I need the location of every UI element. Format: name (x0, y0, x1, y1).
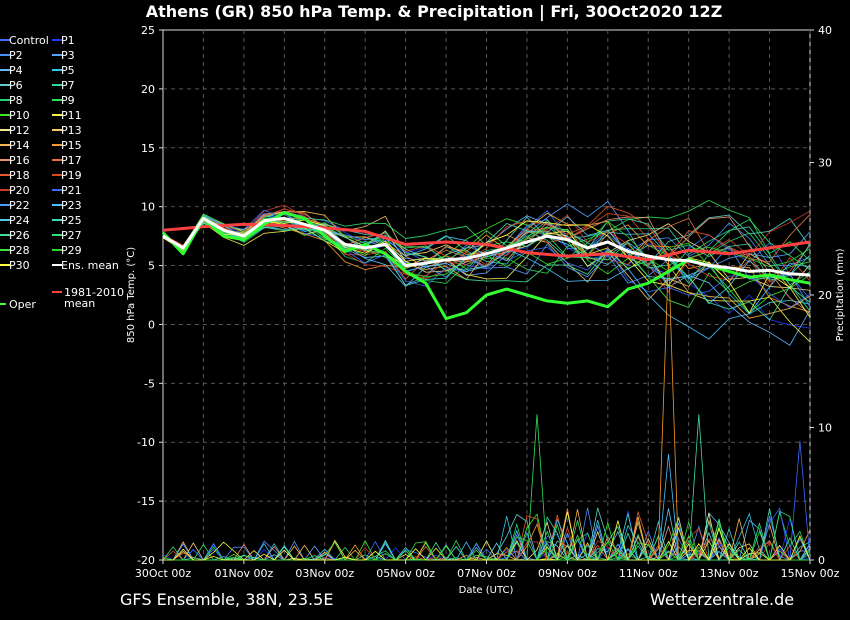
legend-label: Control (9, 34, 49, 47)
member-line (162, 209, 811, 309)
main-series (161, 211, 811, 321)
legend-label: P23 (61, 199, 82, 212)
legend-label: Oper (9, 298, 36, 311)
legend-label: mean (64, 297, 95, 310)
legend-label: P11 (61, 109, 82, 122)
member-line (162, 199, 811, 284)
legend-label: P20 (9, 184, 30, 197)
legend-label: P7 (61, 79, 75, 92)
y-tick-label: -10 (137, 436, 155, 449)
y2-axis-label: Precipitation (mm) (835, 248, 846, 341)
legend-label: P9 (61, 94, 75, 107)
legend-label: P8 (9, 94, 23, 107)
climatology-line (162, 222, 811, 262)
legend-label: P18 (9, 169, 30, 182)
legend-label: P3 (61, 49, 75, 62)
legend-label: P4 (9, 64, 23, 77)
x-tick-label: 01Nov 00z (215, 567, 274, 580)
legend-label: P5 (61, 64, 75, 77)
x-tick-label: 09Nov 00z (538, 567, 597, 580)
legend-label: P26 (9, 229, 30, 242)
y-tick-label: 15 (141, 142, 155, 155)
footer-site: Wetterzentrale.de (650, 590, 794, 609)
precip-line (163, 511, 811, 561)
y-tick-label: 10 (141, 201, 155, 214)
legend-label: P16 (9, 154, 30, 167)
chart-title: Athens (GR) 850 hPa Temp. & Precipitatio… (146, 2, 723, 22)
legend-label: P15 (61, 139, 82, 152)
y-tick-label: 25 (141, 24, 155, 37)
legend-label: P13 (61, 124, 82, 137)
y2-tick-label: 40 (818, 24, 832, 37)
x-tick-label: 13Nov 00z (700, 567, 759, 580)
y-tick-label: -5 (144, 377, 155, 390)
precipitation-lines (162, 255, 811, 562)
x-axis-label: Date (UTC) (459, 585, 514, 596)
x-tick-label: 30Oct 00z (135, 567, 192, 580)
y2-tick-label: 10 (818, 422, 832, 435)
member-line (162, 214, 811, 340)
legend-label: P6 (9, 79, 23, 92)
x-tick-label: 07Nov 00z (457, 567, 516, 580)
legend-label: P17 (61, 154, 82, 167)
y2-tick-label: 20 (818, 289, 832, 302)
member-line (162, 221, 811, 343)
y-tick-label: 5 (148, 260, 155, 273)
legend-label: P22 (9, 199, 30, 212)
legend-label: P30 (9, 259, 30, 272)
y-tick-label: -20 (137, 554, 155, 567)
x-tick-label: 05Nov 00z (376, 567, 435, 580)
y-tick-label: 20 (141, 83, 155, 96)
member-line (162, 205, 811, 283)
legend-label: P24 (9, 214, 30, 227)
legend-label: P25 (61, 214, 82, 227)
member-line (162, 214, 811, 321)
legend-label: P19 (61, 169, 82, 182)
legend-label: P14 (9, 139, 30, 152)
legend-label: P1 (61, 34, 75, 47)
x-tick-label: 11Nov 00z (619, 567, 678, 580)
legend-label: P12 (9, 124, 30, 137)
y-axis-label: 850 hPa Temp. (°C) (126, 247, 137, 343)
legend-label: P2 (9, 49, 23, 62)
x-tick-label: 15Nov 00z (781, 567, 840, 580)
y2-tick-label: 30 (818, 157, 832, 170)
legend-label: 1981-2010 (64, 286, 124, 299)
x-tick-label: 03Nov 00z (295, 567, 354, 580)
y2-tick-label: 0 (818, 554, 825, 567)
legend-label: P28 (9, 244, 30, 257)
legend-label: Ens. mean (61, 259, 119, 272)
legend-label: P29 (61, 244, 82, 257)
legend: Control P1 P2 P3 P4 P5 P6 P7 P8 P9 P10 P11 P12 P13 P14… (0, 34, 124, 311)
y-tick-label: 0 (148, 318, 155, 331)
ensemble-mean-line (162, 216, 811, 277)
footer-source: GFS Ensemble, 38N, 23.5E (120, 590, 333, 609)
axis-ticks: 30Oct 00z 01Nov 00z 03Nov 00z 05Nov 00z 07No… (135, 24, 840, 580)
legend-label: P10 (9, 109, 30, 122)
legend-label: P27 (61, 229, 82, 242)
legend-label: P21 (61, 184, 82, 197)
y-tick-label: -15 (137, 495, 155, 508)
